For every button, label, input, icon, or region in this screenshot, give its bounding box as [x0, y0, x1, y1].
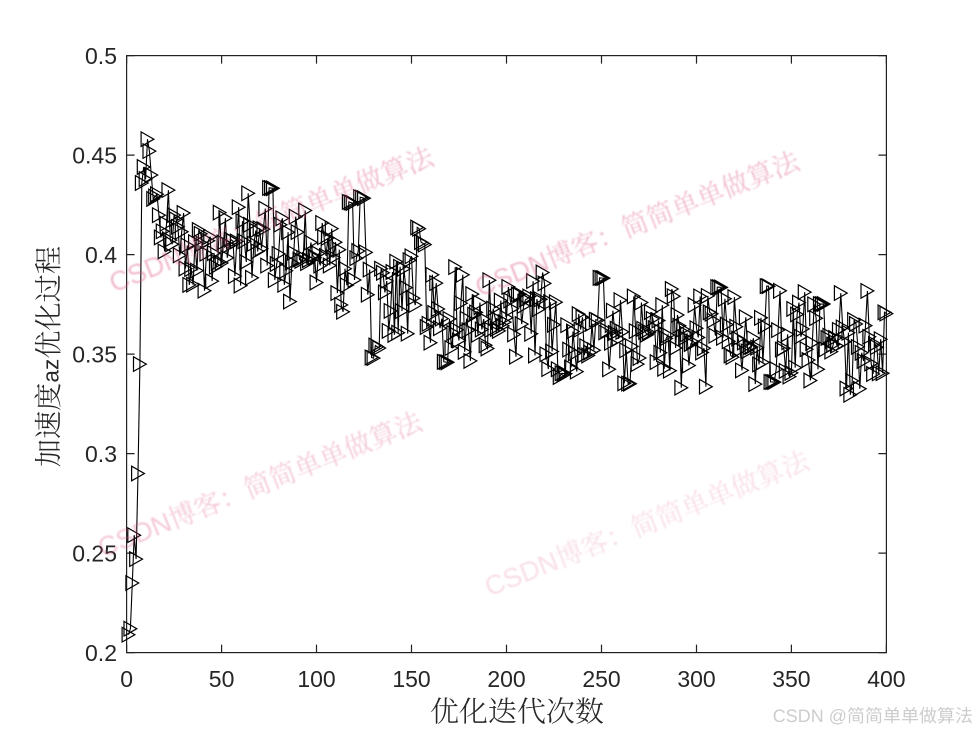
svg-text:300: 300: [677, 666, 715, 692]
svg-text:0.3: 0.3: [85, 441, 117, 467]
svg-text:200: 200: [487, 666, 525, 692]
svg-text:150: 150: [392, 666, 430, 692]
svg-text:0.4: 0.4: [85, 242, 117, 268]
svg-text:100: 100: [297, 666, 335, 692]
svg-text:0.2: 0.2: [85, 640, 117, 666]
svg-text:0: 0: [120, 666, 133, 692]
svg-text:400: 400: [867, 666, 905, 692]
svg-text:0.35: 0.35: [72, 341, 117, 367]
svg-text:50: 50: [209, 666, 235, 692]
svg-text:350: 350: [772, 666, 810, 692]
svg-text:0.45: 0.45: [72, 142, 117, 168]
svg-text:250: 250: [582, 666, 620, 692]
svg-text:0.5: 0.5: [85, 43, 117, 69]
